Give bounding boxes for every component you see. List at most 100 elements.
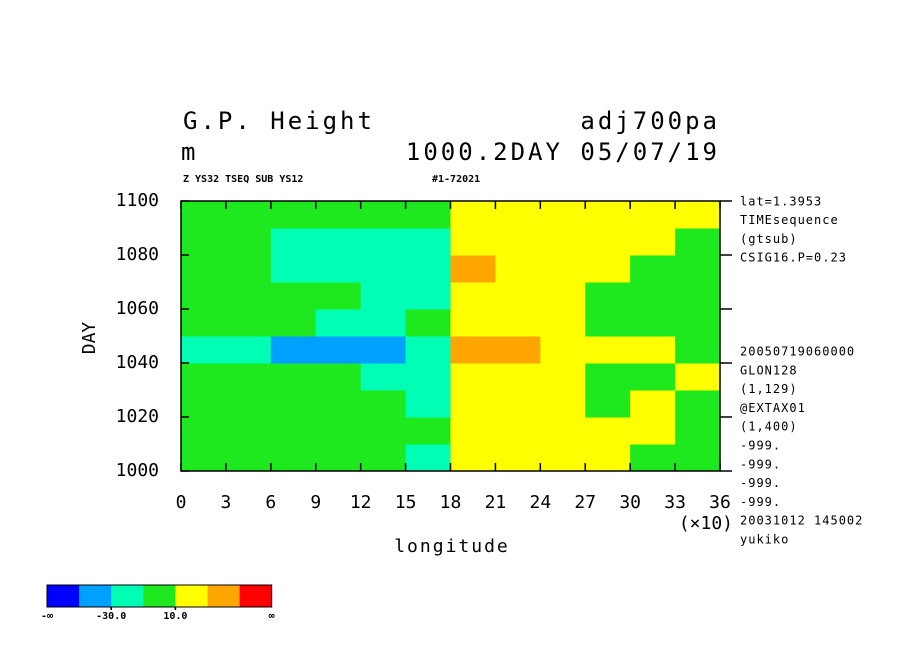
- heatmap-cell: [405, 336, 451, 364]
- x-tick-label: 24: [529, 492, 551, 513]
- heatmap-cell: [270, 282, 317, 310]
- heatmap-cell: [585, 255, 631, 283]
- heatmap-cell: [270, 255, 317, 283]
- heatmap-cell: [315, 282, 362, 310]
- plot-note: -999.: [740, 476, 781, 490]
- heatmap-cell: [225, 282, 272, 310]
- heatmap-cell: [450, 336, 496, 364]
- colorbar-box: [239, 585, 272, 607]
- heatmap-cell: [630, 390, 676, 418]
- x-tick-label: 27: [574, 492, 596, 513]
- plot-note: (1,129): [740, 382, 798, 396]
- x-tick-label: 9: [310, 492, 321, 513]
- heatmap-cell: [675, 444, 721, 472]
- heatmap-cell: [540, 336, 586, 364]
- heatmap-cell: [450, 282, 496, 310]
- heatmap-cell: [540, 255, 586, 283]
- heatmap-cell: [540, 201, 586, 229]
- heatmap-cell: [360, 417, 407, 445]
- colorbar-label: ∞: [269, 611, 275, 622]
- heatmap-cell: [495, 201, 541, 229]
- heatmap-cell: [585, 363, 631, 391]
- heatmap-cell: [181, 390, 227, 418]
- heatmap-cell: [630, 336, 676, 364]
- heatmap-cell: [360, 255, 407, 283]
- y-axis-label: DAY: [79, 322, 100, 355]
- colorbar-box: [47, 585, 80, 607]
- y-tick-label: 1060: [116, 298, 159, 319]
- y-tick-label: 1080: [116, 244, 159, 265]
- heatmap-cell: [181, 255, 227, 283]
- y-tick-label: 1000: [116, 460, 159, 481]
- heatmap-cell: [315, 390, 362, 418]
- heatmap-cell: [270, 336, 317, 364]
- plot-note: -999.: [740, 457, 781, 471]
- heatmap-cell: [360, 201, 407, 229]
- heatmap-cell: [495, 444, 541, 472]
- x-tick-label: 3: [220, 492, 231, 513]
- heatmap-cell: [495, 309, 541, 337]
- small-subtitle-right: #1-72021: [432, 174, 480, 185]
- colorbar-frame: [46, 584, 273, 608]
- heatmap-cell: [450, 309, 496, 337]
- heatmap-cell: [181, 228, 227, 256]
- heatmap-cell: [540, 228, 586, 256]
- heatmap-cell: [225, 336, 272, 364]
- heatmap-cell: [405, 282, 451, 310]
- x-tick-label: 21: [485, 492, 507, 513]
- x-tick-label: 18: [440, 492, 462, 513]
- heatmap-cell: [360, 336, 407, 364]
- colorbar-box: [79, 585, 112, 607]
- heatmap-cell: [495, 228, 541, 256]
- heatmap-cell: [630, 255, 676, 283]
- heatmap-cell: [405, 255, 451, 283]
- heatmap-cell: [675, 309, 721, 337]
- heatmap-cell: [495, 390, 541, 418]
- heatmap-cell: [495, 336, 541, 364]
- heatmap-cell: [585, 417, 631, 445]
- chart-title: G.P. Height: [183, 107, 375, 135]
- colorbar-box: [207, 585, 240, 607]
- heatmap-cell: [405, 201, 451, 229]
- colorbar-label: 10.0: [163, 611, 187, 622]
- heatmap-cell: [360, 363, 407, 391]
- heatmap-cell: [360, 444, 407, 472]
- heatmap-cell: [495, 255, 541, 283]
- plot-note: (gtsub): [740, 232, 798, 246]
- heatmap-cell: [585, 390, 631, 418]
- y-tick-label: 1020: [116, 406, 159, 427]
- heatmap-cell: [675, 255, 721, 283]
- plot-note: 20050719060000: [740, 345, 855, 359]
- heatmap-cell: [315, 417, 362, 445]
- plot-note: -999.: [740, 439, 781, 453]
- variable-name: adj700pa: [580, 107, 720, 135]
- heatmap-cell: [630, 417, 676, 445]
- x-tick-label: 36: [709, 492, 731, 513]
- colorbar-box: [143, 585, 176, 607]
- heatmap-cell: [450, 255, 496, 283]
- plot-note: yukiko: [740, 533, 789, 547]
- heatmap-cell: [675, 201, 721, 229]
- plot-note: lat=1.3953: [740, 195, 822, 209]
- heatmap-cell: [630, 444, 676, 472]
- heatmap-cell: [495, 282, 541, 310]
- colorbar-box: [111, 585, 144, 607]
- heatmap-cell: [495, 417, 541, 445]
- heatmap-cell: [450, 444, 496, 472]
- heatmap-cell: [675, 336, 721, 364]
- heatmap-cell: [495, 363, 541, 391]
- heatmap-cell: [270, 309, 317, 337]
- heatmap-cell: [405, 417, 451, 445]
- plot-note: TIMEsequence: [740, 213, 839, 227]
- units: m: [181, 138, 198, 166]
- heatmap-cell: [630, 228, 676, 256]
- x-tick-label: 6: [265, 492, 276, 513]
- heatmap-cell: [540, 282, 586, 310]
- heatmap-cell: [585, 282, 631, 310]
- heatmap-cell: [315, 363, 362, 391]
- heatmap-cell: [540, 390, 586, 418]
- heatmap-cell: [405, 390, 451, 418]
- heatmap-cell: [270, 228, 317, 256]
- heatmap-cell: [315, 228, 362, 256]
- heatmap-cell: [675, 417, 721, 445]
